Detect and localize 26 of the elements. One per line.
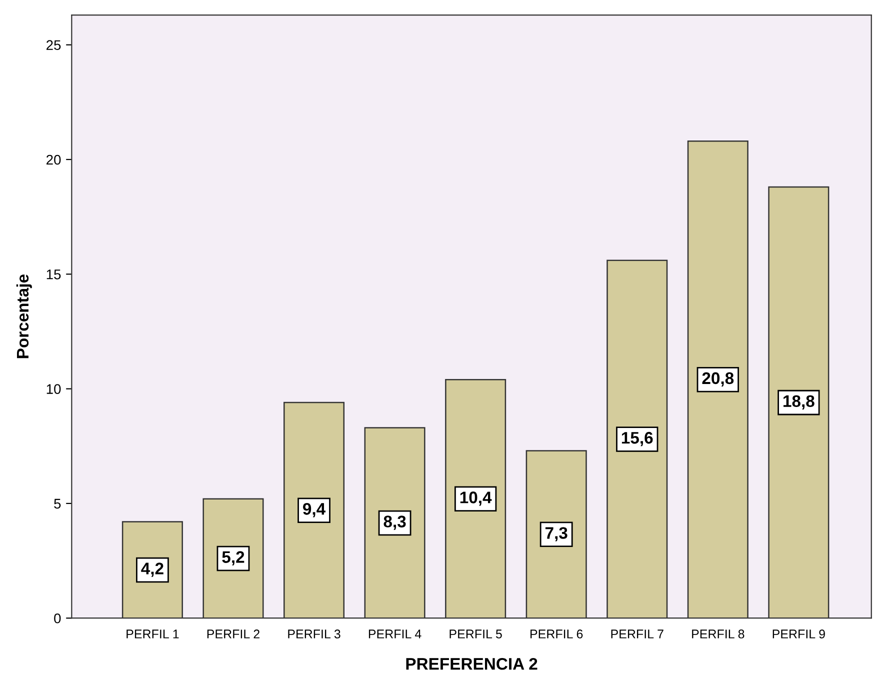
x-tick-label: PERFIL 5 xyxy=(450,630,502,638)
x-tick-label: PERFIL 4 xyxy=(368,630,422,638)
data-label: 7,3 xyxy=(545,527,568,542)
y-axis-title: Porcentaje xyxy=(16,274,32,358)
data-label: 5,2 xyxy=(222,551,244,566)
y-tick-label: 15 xyxy=(46,270,61,280)
x-tick-label: PERFIL 1 xyxy=(126,630,179,638)
data-label: 9,4 xyxy=(303,503,326,518)
x-tick-label: PERFIL 8 xyxy=(692,630,744,638)
y-tick-label: 25 xyxy=(46,40,61,50)
data-label: 18,8 xyxy=(784,395,814,410)
y-tick-label: 20 xyxy=(46,154,61,165)
x-tick-label: PERFIL 6 xyxy=(530,630,583,638)
y-tick-label: 10 xyxy=(46,384,61,394)
data-label: 15,6 xyxy=(622,432,653,446)
x-tick-label: PERFIL 9 xyxy=(772,630,825,638)
y-tick-label: 0 xyxy=(54,613,61,624)
x-tick-label: PERFIL 7 xyxy=(611,630,664,638)
x-tick-label: PERFIL 3 xyxy=(288,630,340,638)
x-tick-label: PERFIL 2 xyxy=(207,630,260,638)
data-label: 10,4 xyxy=(460,492,492,506)
data-label: 8,3 xyxy=(384,516,406,530)
y-tick-label: 5 xyxy=(54,498,61,509)
data-label: 20,8 xyxy=(702,372,734,387)
x-axis-title: PREFERENCIA 2 xyxy=(406,658,538,670)
data-label: 4,2 xyxy=(141,562,164,577)
